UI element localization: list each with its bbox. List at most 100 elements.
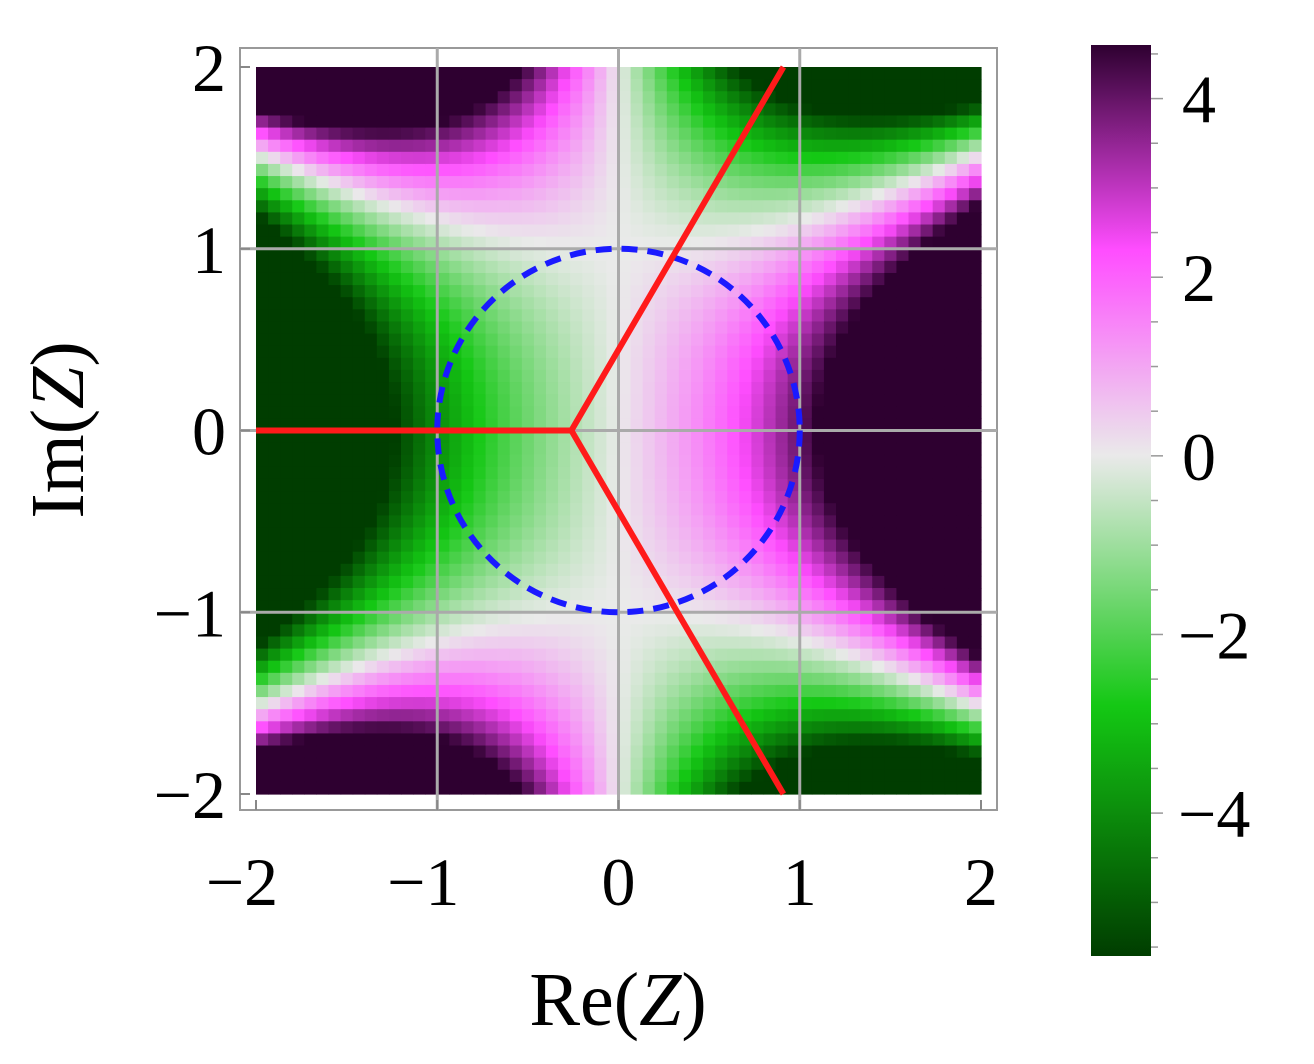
heatmap-cell bbox=[727, 236, 740, 250]
heatmap-cell bbox=[968, 309, 982, 323]
heatmap-cell bbox=[256, 345, 269, 359]
heatmap-cell bbox=[292, 236, 305, 250]
heatmap-cell bbox=[606, 733, 620, 747]
heatmap-cell bbox=[956, 163, 970, 177]
heatmap-cell bbox=[376, 357, 390, 371]
heatmap-cell bbox=[413, 551, 426, 565]
heatmap-cell bbox=[594, 139, 608, 153]
heatmap-cell bbox=[691, 67, 704, 80]
heatmap-cell bbox=[570, 660, 583, 674]
heatmap-cell bbox=[932, 648, 946, 662]
heatmap-cell bbox=[836, 539, 849, 553]
heatmap-cell bbox=[292, 200, 305, 213]
heatmap-cell bbox=[425, 636, 438, 650]
heatmap-cell bbox=[811, 91, 825, 104]
heatmap-cell bbox=[678, 163, 692, 177]
heatmap-cell bbox=[654, 406, 668, 419]
heatmap-cell bbox=[848, 200, 861, 213]
heatmap-cell bbox=[437, 321, 450, 335]
heatmap-cell bbox=[836, 406, 849, 419]
heatmap-cell bbox=[956, 91, 970, 104]
heatmap-cell bbox=[630, 575, 644, 589]
heatmap-cell bbox=[558, 127, 571, 141]
heatmap-cell bbox=[316, 236, 330, 250]
heatmap-cell bbox=[304, 757, 318, 771]
heatmap-cell bbox=[521, 515, 535, 529]
heatmap-cell bbox=[908, 612, 922, 625]
heatmap-cell bbox=[256, 163, 269, 177]
heatmap-cell bbox=[860, 503, 873, 516]
heatmap-cell bbox=[437, 345, 450, 359]
heatmap-cell bbox=[932, 345, 946, 359]
heatmap-cell bbox=[654, 163, 668, 177]
heatmap-cell bbox=[775, 369, 789, 383]
heatmap-cell bbox=[836, 563, 849, 577]
heatmap-cell bbox=[944, 188, 958, 201]
heatmap-cell bbox=[437, 236, 450, 250]
heatmap-cell bbox=[340, 624, 354, 638]
heatmap-cell bbox=[364, 442, 378, 456]
heatmap-cell bbox=[533, 721, 547, 735]
heatmap-cell bbox=[473, 285, 487, 298]
heatmap-cell bbox=[860, 515, 873, 529]
heatmap-cell bbox=[449, 539, 463, 553]
heatmap-cell bbox=[775, 430, 789, 444]
heatmap-cell bbox=[763, 551, 777, 565]
heatmap-cell bbox=[811, 721, 825, 735]
heatmap-cell bbox=[715, 733, 728, 747]
heatmap-cell bbox=[630, 188, 644, 201]
heatmap-cell bbox=[292, 91, 305, 104]
heatmap-cell bbox=[401, 188, 414, 201]
heatmap-cell bbox=[823, 648, 837, 662]
heatmap-cell bbox=[703, 139, 716, 153]
heatmap-cell bbox=[340, 563, 354, 577]
heatmap-cell bbox=[727, 575, 740, 589]
heatmap-cell bbox=[292, 721, 305, 735]
heatmap-cell bbox=[872, 357, 885, 371]
heatmap-cell bbox=[388, 648, 402, 662]
heatmap-cell bbox=[437, 200, 450, 213]
heatmap-cell bbox=[860, 709, 873, 722]
heatmap-cell bbox=[449, 757, 463, 771]
heatmap-cell bbox=[691, 491, 704, 504]
heatmap-cell bbox=[811, 248, 825, 262]
heatmap-cell bbox=[376, 212, 390, 226]
heatmap-cell bbox=[908, 79, 922, 92]
heatmap-cell bbox=[715, 539, 728, 553]
heatmap-cell bbox=[521, 769, 535, 783]
heatmap-cell bbox=[944, 600, 958, 613]
heatmap-cell bbox=[376, 333, 390, 347]
heatmap-cell bbox=[787, 503, 801, 516]
heatmap-cell bbox=[256, 600, 269, 613]
heatmap-cell bbox=[908, 406, 922, 419]
heatmap-cell bbox=[836, 285, 849, 298]
heatmap-cell bbox=[848, 769, 861, 783]
heatmap-cell bbox=[715, 709, 728, 722]
heatmap-cell bbox=[485, 454, 499, 468]
heatmap-cell bbox=[642, 369, 656, 383]
heatmap-cell bbox=[678, 176, 692, 189]
heatmap-cell bbox=[763, 672, 777, 686]
heatmap-cell bbox=[739, 442, 753, 456]
heatmap-cell bbox=[425, 115, 438, 129]
heatmap-cell bbox=[860, 79, 873, 92]
heatmap-cell bbox=[799, 272, 813, 286]
heatmap-cell bbox=[872, 575, 885, 589]
heatmap-cell bbox=[944, 418, 958, 432]
heatmap-cell bbox=[884, 769, 898, 783]
heatmap-cell bbox=[896, 769, 910, 783]
heatmap-cell bbox=[860, 636, 873, 650]
heatmap-cell bbox=[968, 721, 982, 735]
heatmap-cell bbox=[558, 91, 571, 104]
heatmap-cell bbox=[364, 527, 378, 541]
heatmap-cell bbox=[352, 648, 366, 662]
heatmap-cell bbox=[703, 248, 716, 262]
heatmap-cell bbox=[606, 539, 620, 553]
heatmap-cell bbox=[497, 236, 511, 250]
heatmap-cell bbox=[388, 660, 402, 674]
heatmap-cell bbox=[497, 551, 511, 565]
heatmap-cell bbox=[256, 697, 269, 710]
heatmap-cell bbox=[364, 648, 378, 662]
heatmap-cell bbox=[558, 624, 571, 638]
heatmap-cell bbox=[811, 636, 825, 650]
